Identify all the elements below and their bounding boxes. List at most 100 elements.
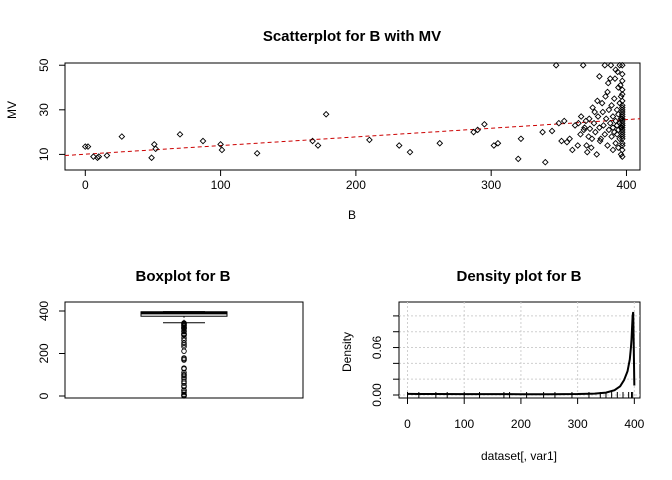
scatter-point: [218, 146, 226, 154]
scatter-point: [606, 75, 614, 82]
boxplot-body: [140, 311, 228, 399]
scatter-point: [81, 143, 89, 150]
boxplot-outlier: [181, 371, 187, 378]
density-x-label: dataset[, var1]: [481, 449, 557, 463]
scatter-x-axis: 0 100 200 300 400: [82, 169, 637, 192]
scatter-point: [152, 145, 159, 153]
scatter-point: [594, 113, 602, 120]
scatter-point: [602, 115, 610, 123]
scatter-point: [582, 117, 590, 125]
scatter-point: [589, 104, 596, 111]
scatter-point: [599, 108, 607, 116]
scatter-point: [592, 128, 599, 136]
boxplot-outlier: [181, 355, 187, 361]
scatter-point: [406, 148, 414, 156]
scatter-point: [579, 61, 587, 69]
scatter-point: [84, 143, 92, 150]
scatter-point: [604, 79, 612, 87]
density-y-tick-label: 0.00: [370, 383, 384, 407]
scatter-point: [490, 142, 498, 149]
scatter-title: Scatterplot for B with MV: [263, 28, 441, 45]
scatter-point: [618, 77, 626, 85]
scatter-point: [618, 102, 626, 109]
scatter-x-label: B: [348, 208, 356, 222]
scatter-y-tick-label: 30: [37, 103, 51, 117]
scatter-x-tick-label: 400: [616, 178, 636, 192]
boxplot-outlier: [181, 320, 187, 326]
scatter-point: [517, 135, 525, 143]
scatter-point: [618, 97, 626, 105]
scatter-point: [618, 90, 626, 98]
scatter-point: [618, 153, 626, 160]
scatter-point: [563, 138, 571, 146]
scatter-point: [587, 144, 595, 152]
scatter-point: [585, 133, 592, 140]
scatter-point: [618, 108, 626, 116]
scatter-point: [580, 126, 588, 134]
scatter-plot-frame: [64, 62, 641, 171]
scatter-point: [586, 125, 594, 133]
scatter-x-tick-label: 100: [211, 178, 231, 192]
scatter-point: [176, 130, 184, 138]
density-y-axis: 0.00 0.06: [370, 315, 400, 407]
boxplot-outlier: [181, 375, 187, 382]
boxplot-outlier: [181, 343, 187, 350]
scatter-point: [552, 61, 560, 69]
density-x-tick-label: 200: [511, 417, 531, 431]
boxplot-outlier: [181, 348, 187, 354]
scatter-point: [618, 86, 626, 94]
scatter-point: [593, 151, 601, 158]
scatter-point: [596, 73, 603, 80]
scatter-point: [470, 128, 477, 136]
scatter-point: [395, 142, 403, 149]
scatter-point: [555, 119, 563, 127]
scatter-x-tick-label: 300: [481, 178, 501, 192]
scatter-point: [596, 137, 604, 145]
scatter-point: [601, 130, 609, 138]
scatter-point: [560, 117, 568, 125]
scatter-point: [581, 124, 588, 131]
density-x-tick-label: 400: [624, 417, 644, 431]
scatter-point: [601, 61, 609, 69]
scatter-point: [604, 142, 611, 149]
scatter-point: [618, 126, 626, 134]
scatter-point: [569, 146, 576, 154]
scatter-point: [575, 119, 582, 127]
scatter-point: [618, 106, 626, 114]
boxplot-outlier: [181, 337, 187, 344]
scatter-point: [591, 108, 599, 116]
scatter-point: [588, 135, 596, 143]
scatter-point: [618, 139, 626, 147]
density-grid: [399, 302, 640, 398]
scatter-point: [366, 136, 373, 144]
scatter-point: [598, 99, 606, 107]
scatter-point: [314, 142, 322, 149]
scatter-point: [614, 68, 622, 76]
scatter-point: [618, 61, 626, 69]
scatter-point: [615, 144, 622, 152]
scatter-point: [608, 102, 615, 109]
scatter-y-axis: 10 30 50: [37, 58, 66, 161]
scatter-point: [90, 153, 97, 160]
scatter-point: [618, 133, 626, 140]
scatter-point: [474, 126, 481, 134]
scatter-point: [618, 70, 626, 78]
scatter-point: [615, 84, 622, 91]
density-x-axis: 0 100 200 300 400: [404, 397, 645, 431]
scatter-point: [602, 93, 609, 100]
scatter-point: [618, 142, 626, 149]
scatter-point: [494, 139, 502, 147]
scatter-point: [617, 81, 624, 89]
scatter-point: [604, 88, 611, 96]
scatter-point: [253, 149, 261, 157]
density-x-tick-label: 0: [404, 417, 411, 431]
scatter-point: [577, 113, 585, 120]
scatter-point: [566, 135, 573, 143]
scatter-point: [618, 119, 626, 127]
density-panel: Density plot for B 0 100 200 300 400 0.000.0…: [340, 268, 645, 463]
boxplot-outlier: [181, 340, 187, 346]
scatter-point: [617, 151, 625, 158]
scatter-point: [609, 146, 617, 154]
scatter-x-tick-label: 200: [346, 178, 366, 192]
